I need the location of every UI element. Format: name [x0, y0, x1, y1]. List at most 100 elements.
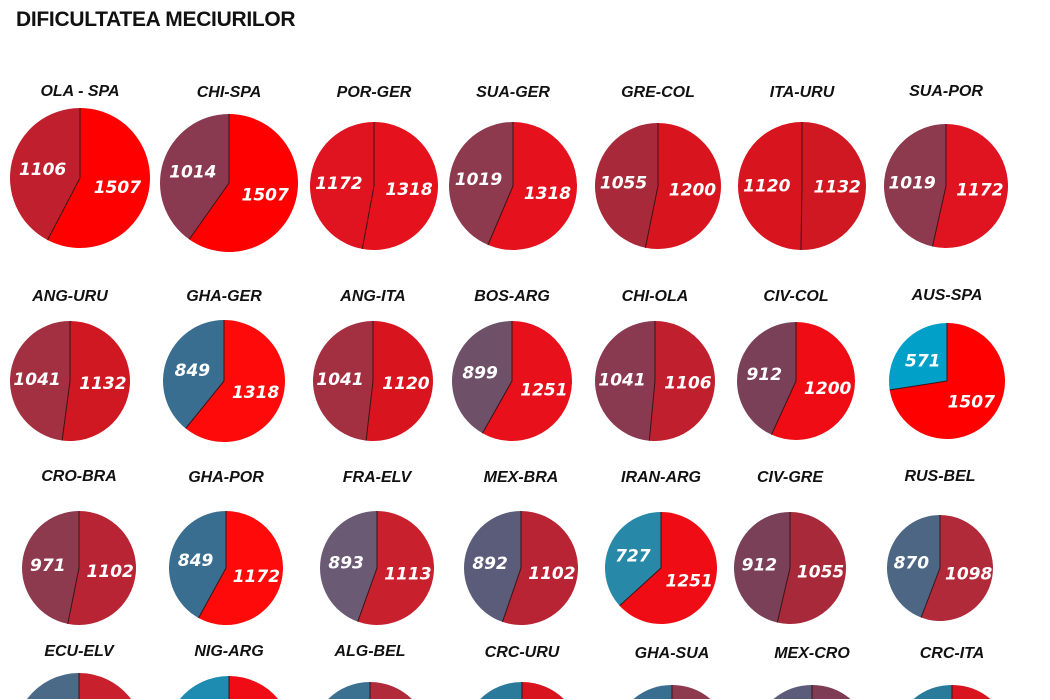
pie-title: ALG-BEL: [333, 643, 405, 660]
slice-divider: [889, 380, 948, 391]
pie-crc-uru: CRC-URU: [480, 644, 564, 699]
pie-slice-left: [463, 510, 521, 622]
pie-slice-right: [47, 108, 150, 248]
pie-title: CRC-URU: [485, 644, 560, 661]
slice-divider: [771, 380, 797, 435]
pie-slice-right: [771, 322, 856, 440]
pie-slice-right: [487, 122, 578, 250]
pie-slice-right: [921, 515, 993, 621]
pie-mex-bra: MEX-BRA 892 1102: [463, 469, 578, 625]
pie-slice-right: [362, 122, 438, 250]
value-label-right: 1318: [385, 180, 432, 200]
pie-bos-arg: BOS-ARG 899 1251: [452, 288, 573, 442]
pie-title: ANG-URU: [31, 288, 108, 305]
pie-sua-por: SUA-POR 1019 1172: [884, 83, 1009, 249]
slice-divider: [185, 380, 225, 429]
value-label-left: 1041: [13, 370, 60, 390]
pie-title: GRE-COL: [621, 84, 695, 101]
value-label-left: 849: [175, 361, 211, 381]
slice-divider: [487, 185, 514, 246]
value-label-left: 1106: [19, 160, 66, 180]
pie-slice-left: [10, 321, 71, 441]
value-label-left: 1041: [598, 370, 645, 390]
pie-title: GHA-GER: [186, 288, 262, 305]
pie-title: MEX-CRO: [774, 645, 850, 662]
pie-slice-left: [21, 511, 79, 624]
pie-slice-right: [62, 321, 131, 441]
pie-title: ANG-ITA: [339, 288, 405, 305]
value-label-left: 1120: [743, 177, 790, 197]
pie-slice-right: [952, 685, 991, 699]
value-label-left: 727: [615, 547, 651, 567]
pie-gha-ger: GHA-GER 849 1318: [162, 288, 285, 442]
pie-slice-right: [67, 511, 136, 625]
value-label-right: 1172: [233, 567, 280, 587]
pie-slice-left: [884, 124, 946, 247]
pie-slice-right: [672, 685, 711, 699]
pie-title: GHA-POR: [188, 469, 264, 486]
pie-slice-left: [159, 114, 229, 240]
pie-title: CRO-BRA: [41, 468, 117, 485]
value-label-right: 1251: [520, 380, 567, 400]
pie-civ-gre: CIV-GRE 912 1055: [734, 469, 847, 624]
pie-ang-uru: ANG-URU 1041 1132: [10, 288, 131, 441]
pie-slice-left: [10, 108, 80, 241]
pie-cro-bra: CRO-BRA 971 1102: [21, 468, 136, 625]
pie-chi-ola: CHI-OLA 1041 1106: [594, 288, 715, 441]
pie-title: CIV-COL: [763, 288, 828, 305]
pie-slice-right: [482, 321, 573, 442]
value-label-right: 1172: [956, 181, 1003, 201]
pie-slice-left: [449, 122, 513, 245]
pie-slice-left: [913, 685, 952, 699]
value-label-right: 1102: [87, 562, 134, 582]
pie-slice-left: [452, 321, 512, 434]
slice-divider: [188, 182, 230, 240]
pie-title: GHA-SUA: [635, 645, 710, 662]
pie-title: RUS-BEL: [904, 468, 975, 485]
pie-slice-left: [889, 323, 947, 390]
slice-divider: [198, 567, 227, 619]
value-label-left: 1055: [600, 174, 647, 194]
pie-civ-col: CIV-COL 912 1200: [737, 288, 856, 440]
pie-slice-left: [633, 685, 672, 699]
value-label-left: 1014: [169, 163, 216, 183]
pie-slice-right: [366, 321, 433, 442]
pie-mex-cro: MEX-CRO: [773, 645, 851, 699]
pie-slice-right: [619, 512, 717, 624]
slice-divider: [67, 567, 80, 624]
pie-slice-right: [777, 512, 847, 624]
pie-crc-ita: CRC-ITA: [913, 645, 991, 699]
pie-slice-right: [370, 682, 412, 699]
value-label-right: 1507: [242, 185, 289, 205]
value-label-left: 899: [462, 364, 498, 384]
slice-divider: [502, 567, 522, 623]
slice-divider: [644, 185, 659, 248]
pie-slice-right: [932, 124, 1009, 249]
value-label-left: 849: [178, 551, 214, 571]
value-label-right: 1200: [669, 180, 716, 200]
chart-title: DIFICULTATEA MECIURILOR: [16, 8, 296, 31]
value-label-right: 1055: [797, 563, 844, 583]
pie-slice-right: [800, 122, 867, 250]
value-label-right: 1132: [79, 374, 126, 394]
pie-title: ECU-ELV: [44, 643, 115, 660]
pie-slice-left: [480, 682, 522, 699]
pie-fra-elv: FRA-ELV 893 1113: [319, 469, 434, 625]
value-label-right: 1318: [232, 383, 279, 403]
pie-ola-spa: OLA - SPA 1106 1507: [10, 83, 150, 248]
value-label-left: 1019: [888, 173, 935, 193]
pie-chi-spa: CHI-SPA 1014 1507: [159, 84, 298, 252]
pie-title: SUA-POR: [909, 83, 983, 100]
pie-ecu-elv: ECU-ELV: [27, 643, 131, 699]
pie-slice-left: [605, 512, 661, 606]
pie-slice-left: [773, 685, 812, 699]
pie-ita-uru: ITA-URU 1120 1132: [738, 84, 867, 250]
value-label-right: 1132: [814, 177, 861, 197]
slice-divider: [365, 380, 374, 441]
pie-title: CHI-OLA: [622, 288, 689, 305]
pie-slice-left: [319, 511, 377, 622]
value-label-right: 1120: [382, 374, 429, 394]
pie-title: BOS-ARG: [474, 288, 550, 305]
pie-nig-arg: NIG-ARG: [179, 643, 279, 699]
pie-title: CRC-ITA: [920, 645, 985, 662]
